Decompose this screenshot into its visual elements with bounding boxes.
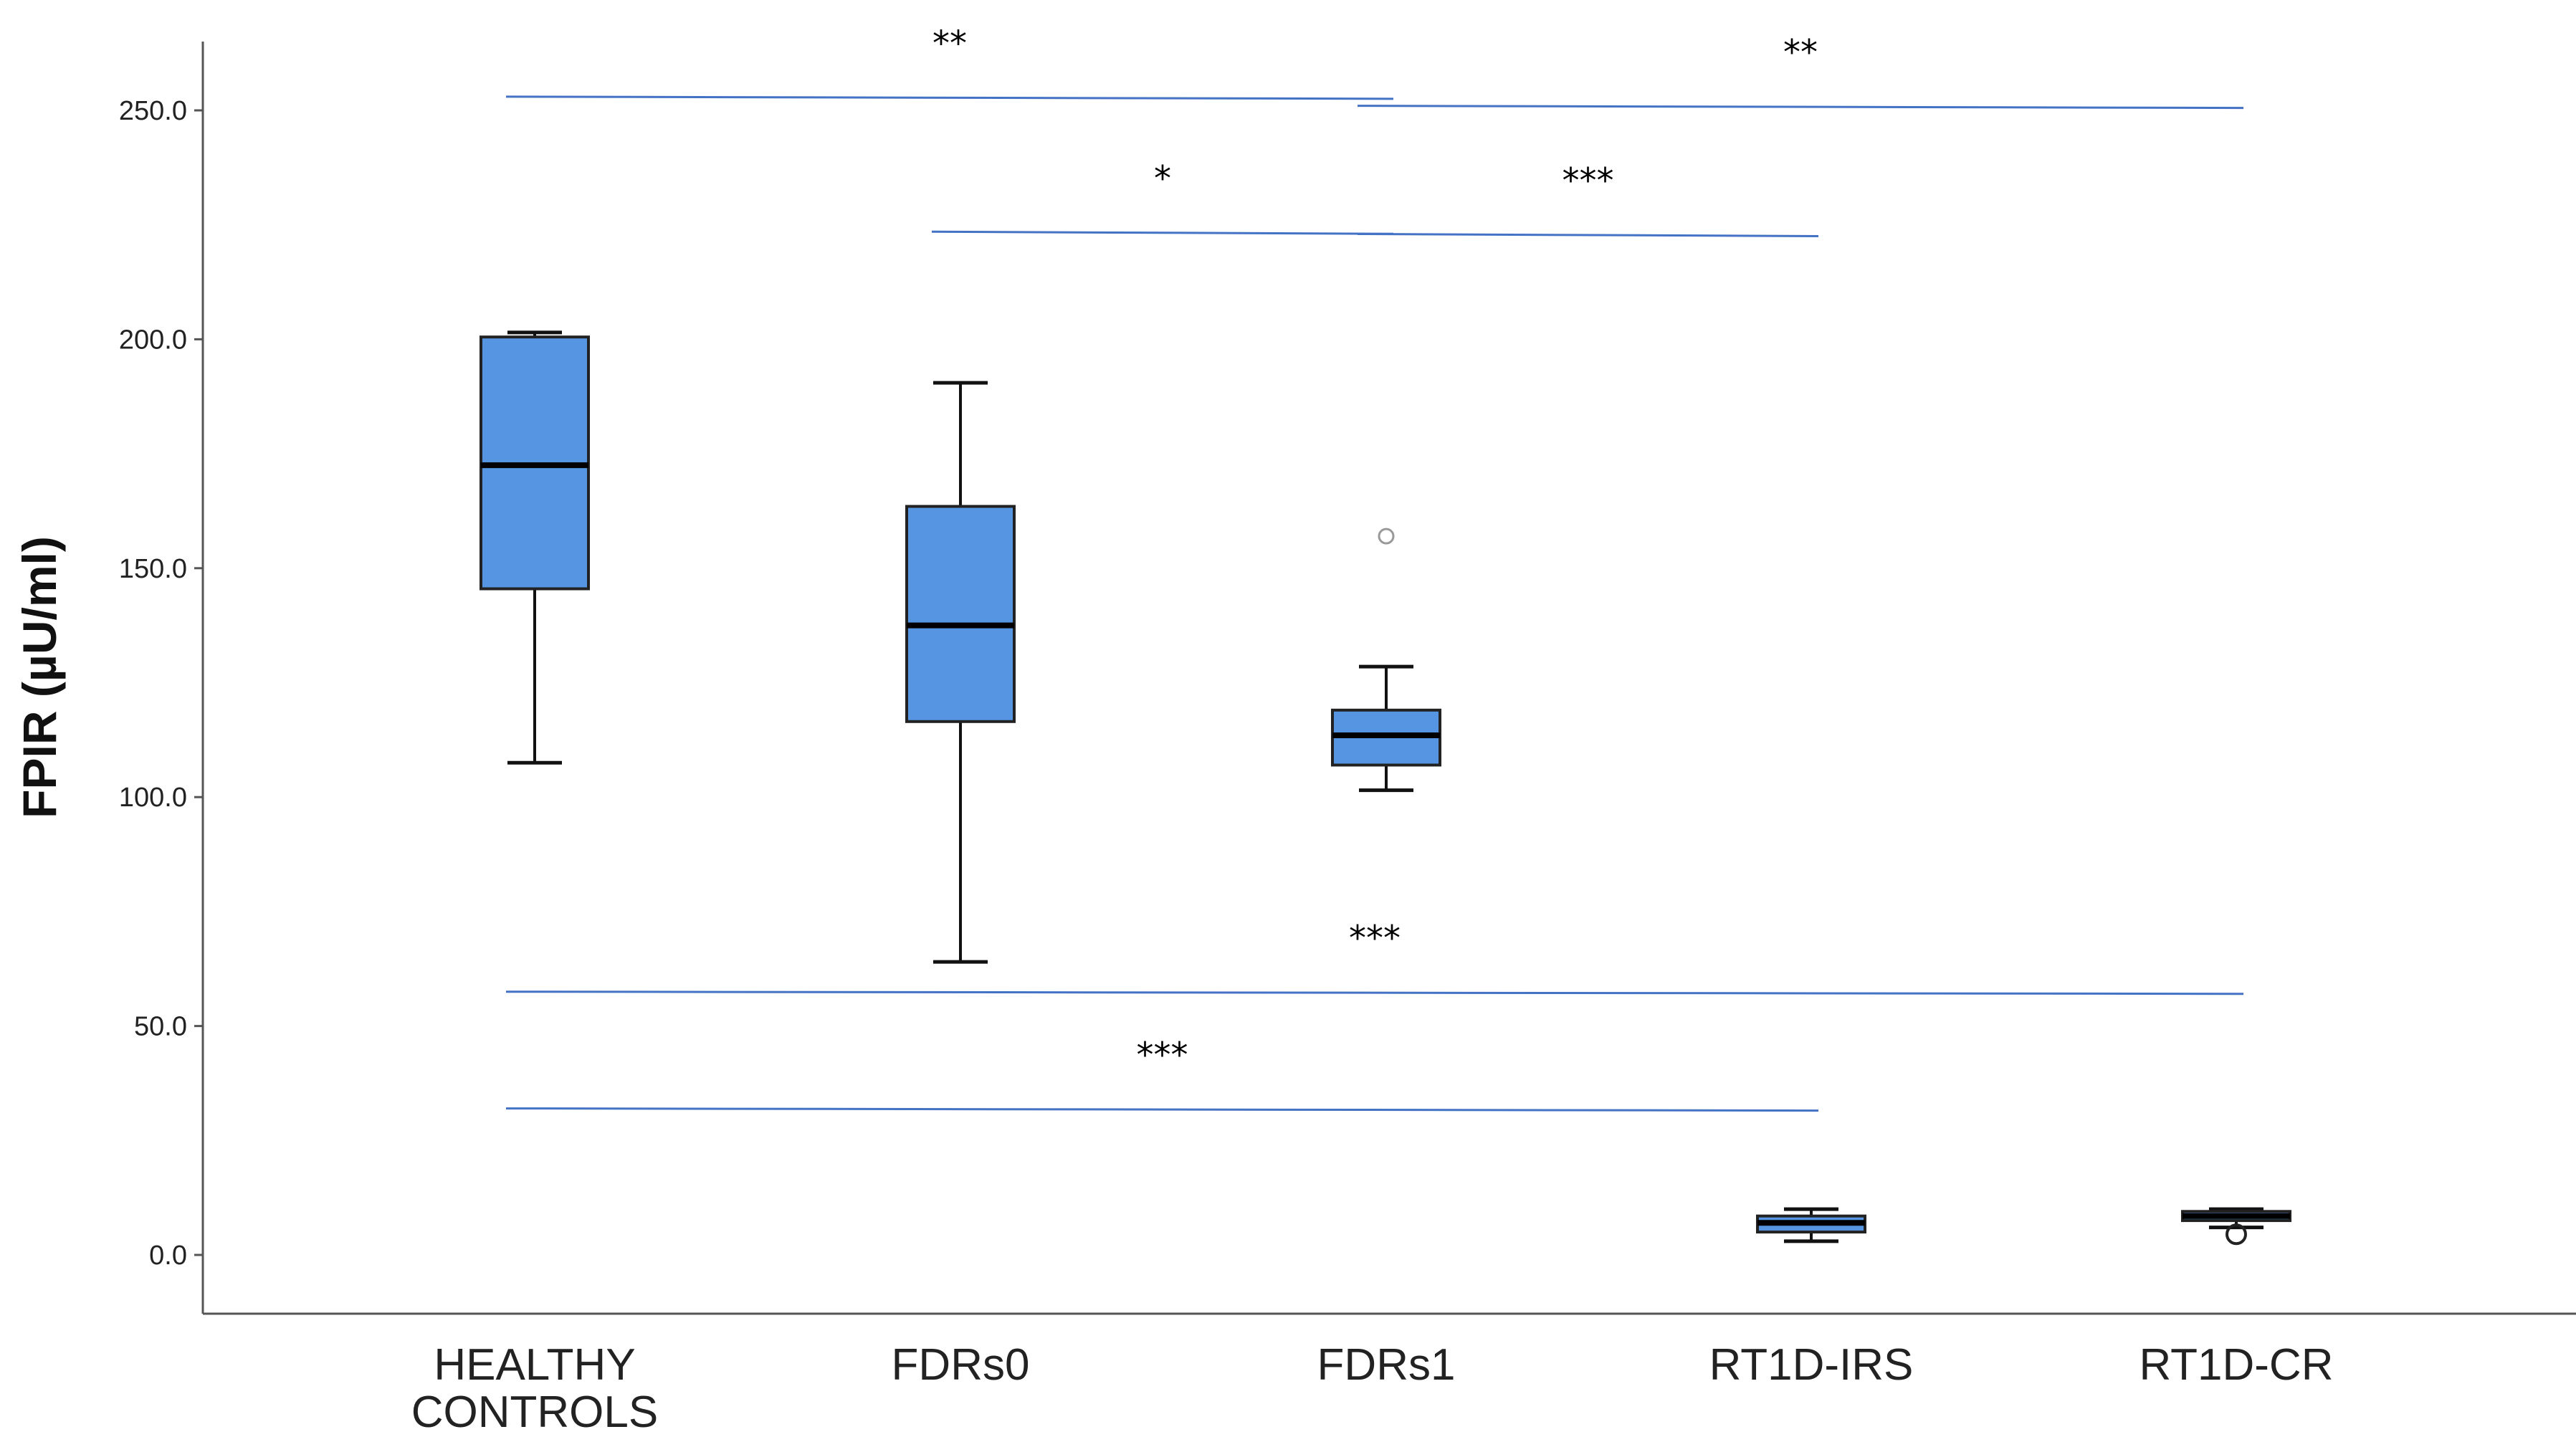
significance-line	[1357, 232, 1819, 237]
x-category-label: RT1D-IRS	[1709, 1340, 1914, 1390]
y-tick-label: 100.0	[119, 783, 187, 813]
significance-line	[505, 95, 1394, 100]
significance-label: ***	[1137, 1036, 1188, 1076]
y-tick-label: 150.0	[119, 554, 187, 584]
y-tick-label: 200.0	[119, 325, 187, 355]
y-tick-label: 250.0	[119, 96, 187, 126]
significance-label: ***	[1349, 919, 1401, 959]
significance-label: *	[1154, 158, 1171, 199]
significance-label: **	[932, 24, 967, 64]
significance-brackets: **************	[505, 24, 2244, 1112]
box-group	[480, 330, 590, 765]
significance-line	[1357, 105, 2244, 110]
box-group	[2181, 1207, 2291, 1246]
y-tick-label: 0.0	[149, 1241, 187, 1271]
axes: 0.0 50.0 100.0 150.0 200.0 250.0 HEALTHYCONTRO…	[119, 42, 2576, 1437]
y-axis-label: FPIR (µU/ml)	[13, 536, 66, 818]
x-category-label: FDRs1	[1317, 1340, 1456, 1390]
boxes	[480, 330, 2291, 1246]
x-category-label: HEALTHY	[434, 1340, 635, 1390]
box	[905, 505, 1016, 723]
significance-line	[505, 1107, 1819, 1112]
outlier-point	[2226, 1223, 2247, 1246]
outlier-point	[1378, 527, 1395, 545]
y-tick-label: 50.0	[134, 1012, 187, 1042]
x-category-label: RT1D-CR	[2139, 1340, 2334, 1390]
x-category-label: CONTROLS	[411, 1388, 658, 1437]
x-category-label: FDRs0	[892, 1340, 1030, 1390]
box-group	[1331, 527, 1441, 793]
box-group	[1756, 1207, 1866, 1243]
significance-label: **	[1783, 33, 1818, 73]
significance-label: ***	[1563, 161, 1614, 201]
box-group	[905, 381, 1016, 964]
significance-line	[931, 230, 1394, 235]
significance-line	[505, 990, 2244, 995]
